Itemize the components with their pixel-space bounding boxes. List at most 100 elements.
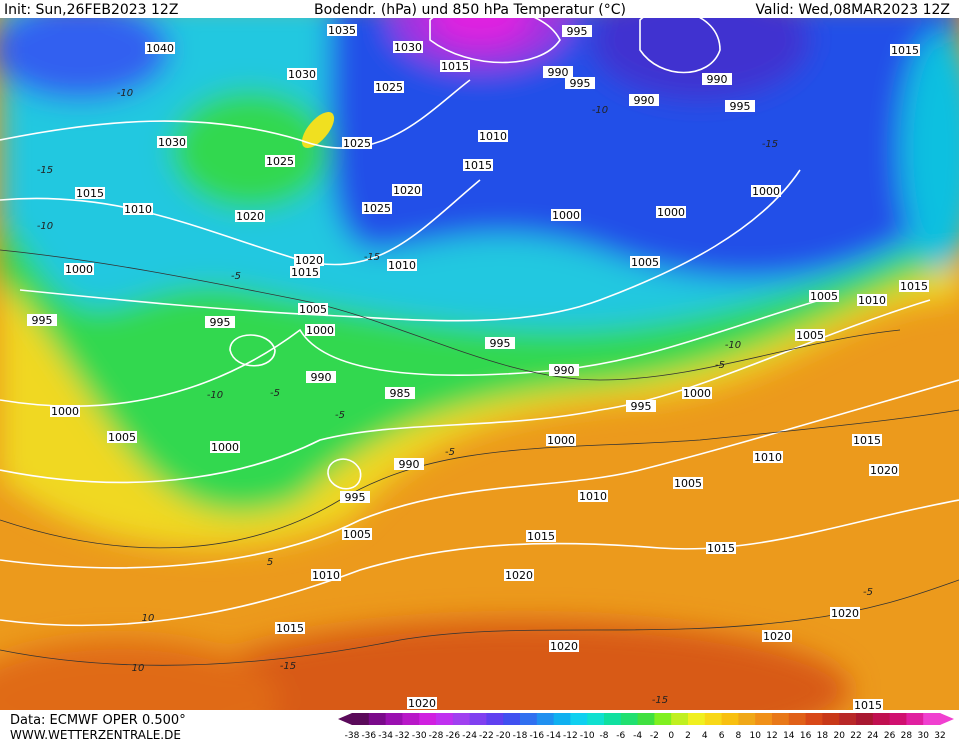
isobar-label-box (853, 699, 883, 711)
isobar-label: 1015 (900, 280, 928, 293)
isobar-label-box (551, 209, 581, 221)
colorbar-segment (688, 713, 706, 725)
colorbar-segment (436, 713, 454, 725)
isobar-label: 1010 (858, 294, 886, 307)
colorbar-tick-label: 18 (817, 731, 829, 741)
isotherm-label: -15 (762, 139, 778, 150)
colorbar-segment (738, 713, 756, 725)
isobar-label: 1015 (441, 60, 469, 73)
isobar-label-box (392, 184, 422, 196)
isobar-label-box (374, 81, 404, 93)
isobar-label: 1005 (796, 329, 824, 342)
isobar-label: 1000 (547, 434, 575, 447)
colorbar-tick-label: -32 (395, 731, 410, 741)
isotherm-label: 5 (267, 557, 273, 568)
colorbar-tick-label: -20 (496, 731, 511, 741)
isobar-label: 1020 (550, 640, 578, 653)
colorbar-segment (503, 713, 521, 725)
isobar-label-box (387, 259, 417, 271)
isobar-label-box (327, 24, 357, 36)
colorbar-tick-label: 28 (901, 731, 913, 741)
colorbar-segment (520, 713, 538, 725)
isobar-label: 1010 (388, 259, 416, 272)
colorbar-tick-label: 22 (850, 731, 861, 741)
isobar-label: 1010 (312, 569, 340, 582)
isobar-label-box (305, 324, 335, 336)
isobar-label: 1000 (306, 324, 334, 337)
isobar-label-box (546, 434, 576, 446)
isobar-label: 1025 (266, 155, 294, 168)
isobar-label: 1000 (683, 387, 711, 400)
isobar-label-box (342, 137, 372, 149)
isobar-label-box (504, 569, 534, 581)
colorbar-segment (620, 713, 639, 725)
isotherm-label: -10 (117, 88, 133, 99)
map-title: Bodendr. (hPa) und 850 hPa Temperatur (°… (314, 2, 626, 18)
isotherm-label: 10 (142, 613, 155, 624)
colorbar-tick-label: -34 (378, 731, 393, 741)
isobar-label: 1020 (763, 630, 791, 643)
isobar-label-box (630, 256, 660, 268)
isobar-label-box (795, 329, 825, 341)
isobar-label-box (294, 254, 324, 266)
isotherm-label: -10 (207, 390, 223, 401)
isobar-label-box (830, 607, 860, 619)
isobar-label-box (478, 130, 508, 142)
isotherm-label: -5 (445, 447, 455, 458)
isobar-label-box (157, 136, 187, 148)
isobar-label-box (753, 451, 783, 463)
colorbar-tick-label: -8 (600, 731, 609, 741)
isobar-label-box (145, 42, 175, 54)
isobar-label: 1015 (853, 434, 881, 447)
isobar-label: 995 (490, 337, 511, 350)
colorbar-tick-label: -4 (633, 731, 642, 741)
isobar-label: 1005 (299, 303, 327, 316)
colorbar-segment (553, 713, 571, 725)
isobar-label-box (656, 206, 686, 218)
isotherm-label: -10 (592, 105, 608, 116)
isobar-label: 1015 (291, 266, 319, 279)
isobar-label-box (298, 303, 328, 315)
isobar-label-box (311, 569, 341, 581)
colorbar: -38 -36 -34 -32 -30 -28 -26 -24 -22 -20 -18 -16 -14-… (338, 713, 954, 741)
colorbar-segment (704, 713, 723, 725)
isobar-label-box (543, 66, 573, 78)
isobar-label: 1005 (631, 256, 659, 269)
colorbar-tick-label: 10 (749, 731, 761, 741)
isotherm-label: -15 (364, 252, 380, 263)
isobar-label-box (290, 266, 320, 278)
site: WWW.WETTERZENTRALE.DE (10, 728, 181, 741)
isobar-label-box (463, 159, 493, 171)
isobar-label: 1030 (394, 41, 422, 54)
colorbar-segment (536, 713, 555, 725)
isotherm-label: 10 (132, 663, 145, 674)
isobar-label-box (682, 387, 712, 399)
colorbar-segment (637, 713, 655, 725)
colorbar-segment (486, 713, 504, 725)
isobar-label: 1005 (343, 528, 371, 541)
isobar-label-box (565, 77, 595, 89)
isobar-label-box (265, 155, 295, 167)
isobar-label: 1005 (674, 477, 702, 490)
colorbar-segment (352, 713, 370, 725)
isobar-label-box (857, 294, 887, 306)
isobar-label: 1040 (146, 42, 174, 55)
isobar-label-box (673, 477, 703, 489)
colorbar-segment (872, 713, 891, 725)
isobar-label-box (626, 400, 656, 412)
isobar-label: 995 (32, 314, 53, 327)
isobar-label: 1000 (552, 209, 580, 222)
isobar-label-box (385, 387, 415, 399)
isobar-label-box (549, 364, 579, 376)
isobar-label: 1015 (891, 44, 919, 57)
colorbar-segment (368, 713, 387, 725)
colorbar-segment (570, 713, 588, 725)
colorbar-segment (654, 713, 672, 725)
colorbar-tick-label: 24 (867, 731, 879, 741)
isobar-label-box (809, 290, 839, 302)
isotherm-label: -5 (335, 410, 345, 421)
isobar-label-box (287, 68, 317, 80)
